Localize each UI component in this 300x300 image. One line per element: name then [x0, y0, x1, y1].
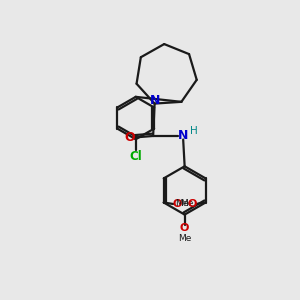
Text: N: N: [178, 129, 188, 142]
Text: Cl: Cl: [129, 150, 142, 163]
Text: O: O: [188, 199, 197, 209]
Text: Me: Me: [178, 234, 192, 243]
Text: O: O: [172, 199, 182, 209]
Text: Me: Me: [175, 200, 189, 208]
Text: H: H: [190, 126, 198, 136]
Text: Me: Me: [181, 200, 194, 208]
Text: O: O: [124, 131, 135, 144]
Text: O: O: [180, 223, 189, 233]
Text: N: N: [150, 94, 160, 106]
